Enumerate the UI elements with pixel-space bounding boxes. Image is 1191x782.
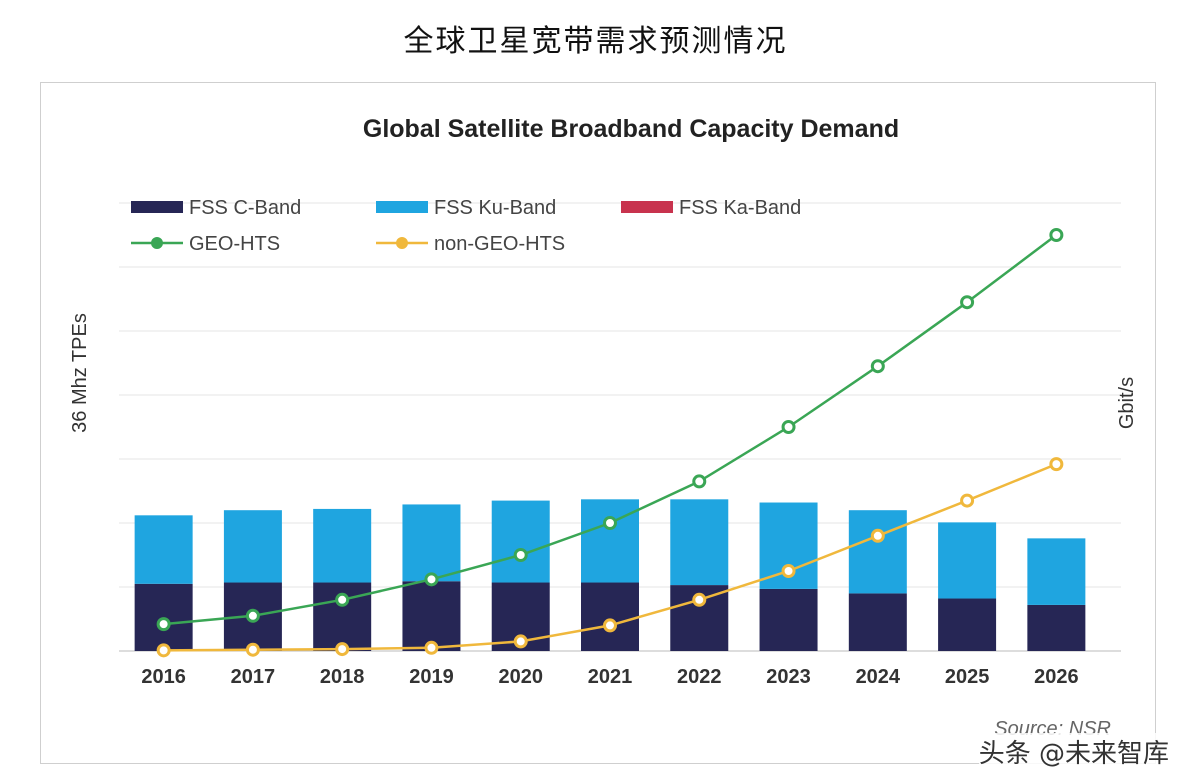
point-geo-hts-2024: [870, 359, 885, 374]
point-geo-hts-2021: [603, 516, 617, 530]
page-title: 全球卫星宽带需求预测情况: [403, 24, 788, 59]
legend-swatch-fss-ka-band: [621, 201, 673, 213]
bar-fss-ku-band-2019: [402, 504, 461, 582]
x-tick-label: 2021: [588, 666, 633, 688]
bar-fss-ku-band-2024: [848, 510, 907, 594]
x-tick-label: 2018: [320, 666, 365, 688]
x-tick-label: 2026: [1034, 666, 1079, 688]
bar-fss-ku-band-2022: [670, 499, 729, 586]
point-geo-hts-2020: [513, 548, 528, 562]
point-non-geo-hts-2022: [692, 592, 707, 607]
bar-fss-c-band-2021: [581, 582, 639, 651]
point-geo-hts-2026: [1049, 228, 1064, 242]
legend-label-geo-hts: GEO-HTS: [189, 233, 280, 255]
x-tick-label: 2016: [141, 666, 186, 688]
bar-fss-c-band-2019: [402, 581, 461, 651]
x-tick-label: 2017: [231, 666, 276, 688]
legend-label-fss-ka-band: FSS Ka-Band: [679, 197, 801, 219]
chart-svg: Global Satellite Broadband Capacity Dema…: [69, 115, 1138, 740]
point-geo-hts-2016: [156, 617, 171, 632]
bar-fss-ku-band-2020: [491, 500, 550, 583]
bar-fss-c-band-2018: [313, 582, 372, 651]
watermark: 头条 @未来智库: [978, 733, 1169, 770]
y-axis-left-label: 36 Mhz TPEs: [69, 313, 91, 433]
point-non-geo-hts-2017: [245, 642, 260, 657]
x-tick-label: 2025: [945, 666, 990, 688]
x-tick-label: 2023: [766, 666, 811, 688]
point-non-geo-hts-2020: [513, 634, 528, 649]
bar-fss-c-band-2023: [759, 588, 818, 651]
legend-label-fss-ku-band: FSS Ku-Band: [434, 197, 556, 219]
bar-fss-ku-band-2017: [223, 510, 282, 583]
chart-title: Global Satellite Broadband Capacity Dema…: [363, 115, 899, 143]
legend-marker-geo-hts: [151, 237, 163, 249]
legend-marker-non-geo-hts: [396, 237, 408, 249]
point-non-geo-hts-2026: [1049, 457, 1064, 472]
point-geo-hts-2023: [781, 420, 796, 434]
x-tick-label: 2020: [498, 666, 543, 688]
legend-swatch-fss-c-band: [131, 201, 183, 213]
x-tick-label: 2022: [677, 666, 722, 688]
x-tick-label: 2019: [409, 666, 454, 688]
y-axis-right-label: Gbit/s: [1116, 377, 1138, 429]
point-geo-hts-2018: [335, 592, 350, 607]
point-non-geo-hts-2021: [603, 618, 617, 633]
point-non-geo-hts-2018: [335, 642, 350, 657]
legend-label-non-geo-hts: non-GEO-HTS: [434, 233, 565, 255]
bar-fss-ku-band-2025: [938, 522, 997, 599]
x-tick-label: 2024: [856, 666, 901, 688]
bar-fss-c-band-2024: [848, 593, 907, 651]
point-geo-hts-2022: [692, 474, 707, 489]
bar-fss-ku-band-2021: [581, 499, 639, 583]
point-non-geo-hts-2019: [424, 640, 439, 655]
legend-swatch-fss-ku-band: [376, 201, 428, 213]
point-geo-hts-2019: [424, 572, 439, 587]
point-non-geo-hts-2023: [781, 564, 796, 578]
point-non-geo-hts-2016: [156, 643, 171, 658]
point-non-geo-hts-2024: [870, 528, 885, 543]
point-non-geo-hts-2025: [960, 493, 975, 508]
bar-fss-ku-band-2016: [134, 515, 193, 584]
bar-fss-ku-band-2026: [1027, 538, 1086, 605]
chart-frame: Global Satellite Broadband Capacity Dema…: [40, 82, 1156, 764]
bar-fss-c-band-2025: [938, 598, 997, 651]
point-geo-hts-2017: [245, 608, 260, 623]
legend-label-fss-c-band: FSS C-Band: [189, 197, 301, 219]
bar-fss-c-band-2026: [1027, 604, 1086, 651]
point-geo-hts-2025: [960, 295, 975, 310]
bar-fss-ku-band-2018: [313, 508, 372, 583]
